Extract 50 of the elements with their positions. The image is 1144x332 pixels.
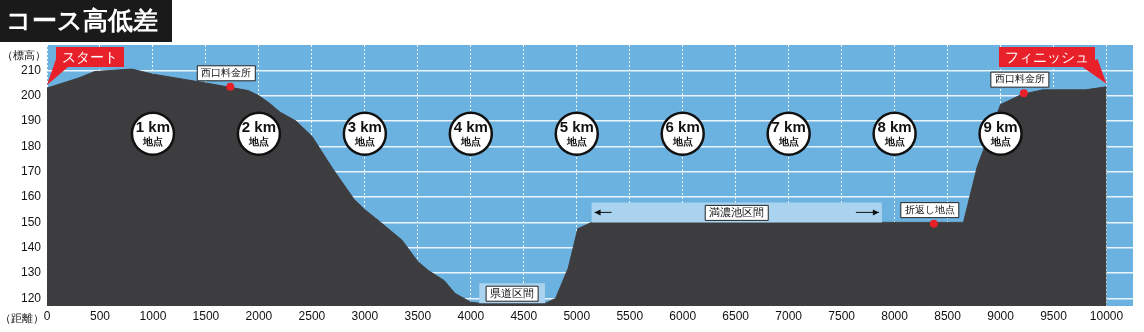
x-tick-label: 3500 bbox=[404, 308, 432, 323]
x-tick-label: 8000 bbox=[881, 308, 909, 323]
band-label: 県道区間 bbox=[490, 286, 535, 300]
x-tick-label: 4500 bbox=[510, 308, 538, 323]
annotation: 2 km 地点 bbox=[241, 117, 276, 148]
annotation: スタート bbox=[56, 47, 124, 67]
x-tick-label: 2500 bbox=[298, 308, 326, 323]
annotation: 9 km 地点 bbox=[983, 117, 1018, 148]
x-tick-label: 5000 bbox=[563, 308, 591, 323]
y-tick-label: 200 bbox=[20, 87, 42, 102]
x-tick-label: 5500 bbox=[616, 308, 644, 323]
y-tick-label: 160 bbox=[20, 189, 42, 204]
x-tick-label: 4000 bbox=[457, 308, 485, 323]
annotation: 西口料金所 bbox=[994, 73, 1045, 85]
annotation: 5 km 地点 bbox=[559, 117, 594, 148]
annotation: 8 km 地点 bbox=[877, 117, 912, 148]
y-tick-label: 170 bbox=[20, 164, 42, 179]
x-tick-label: 3000 bbox=[351, 308, 379, 323]
x-tick-label: 500 bbox=[89, 308, 111, 323]
x-tick-label: 9500 bbox=[1040, 308, 1068, 323]
band-label: 満濃池区間 bbox=[709, 205, 765, 219]
x-tick-label: 2000 bbox=[245, 308, 273, 323]
y-tick-label: 140 bbox=[20, 240, 42, 255]
x-tick-label: 1000 bbox=[139, 308, 167, 323]
x-tick-label: 7500 bbox=[828, 308, 856, 323]
annotation: 7 km 地点 bbox=[771, 117, 806, 148]
x-tick-label: 1500 bbox=[192, 308, 220, 323]
x-tick-label: 8500 bbox=[934, 308, 962, 323]
x-tick-label: 10000 bbox=[1089, 308, 1124, 323]
y-tick-label: 180 bbox=[20, 138, 42, 153]
y-tick-label: 210 bbox=[20, 62, 42, 77]
x-tick-label: 9000 bbox=[987, 308, 1015, 323]
annotation: 西口料金所 bbox=[201, 66, 252, 78]
annotation: 折返し地点 bbox=[904, 203, 955, 215]
y-tick-label: 120 bbox=[20, 290, 42, 305]
x-tick-label: 0 bbox=[43, 308, 51, 323]
x-tick-label: 7000 bbox=[775, 308, 803, 323]
annotation: 6 km 地点 bbox=[665, 117, 700, 148]
y-tick-label: 150 bbox=[20, 214, 42, 229]
annotation: 4 km 地点 bbox=[453, 117, 488, 148]
annotation: フィニッシュ bbox=[998, 47, 1095, 67]
annotation: 1 km 地点 bbox=[135, 117, 171, 148]
x-tick-label: 6500 bbox=[722, 308, 750, 323]
x-axis-title: （距離） bbox=[0, 311, 44, 326]
chart-title: コース高低差 bbox=[0, 0, 172, 42]
y-axis-title: （標高） bbox=[2, 48, 46, 63]
x-tick-label: 6000 bbox=[669, 308, 697, 323]
y-tick-label: 190 bbox=[20, 113, 42, 128]
y-tick-label: 130 bbox=[20, 265, 42, 280]
annotation: 3 km 地点 bbox=[347, 117, 382, 148]
